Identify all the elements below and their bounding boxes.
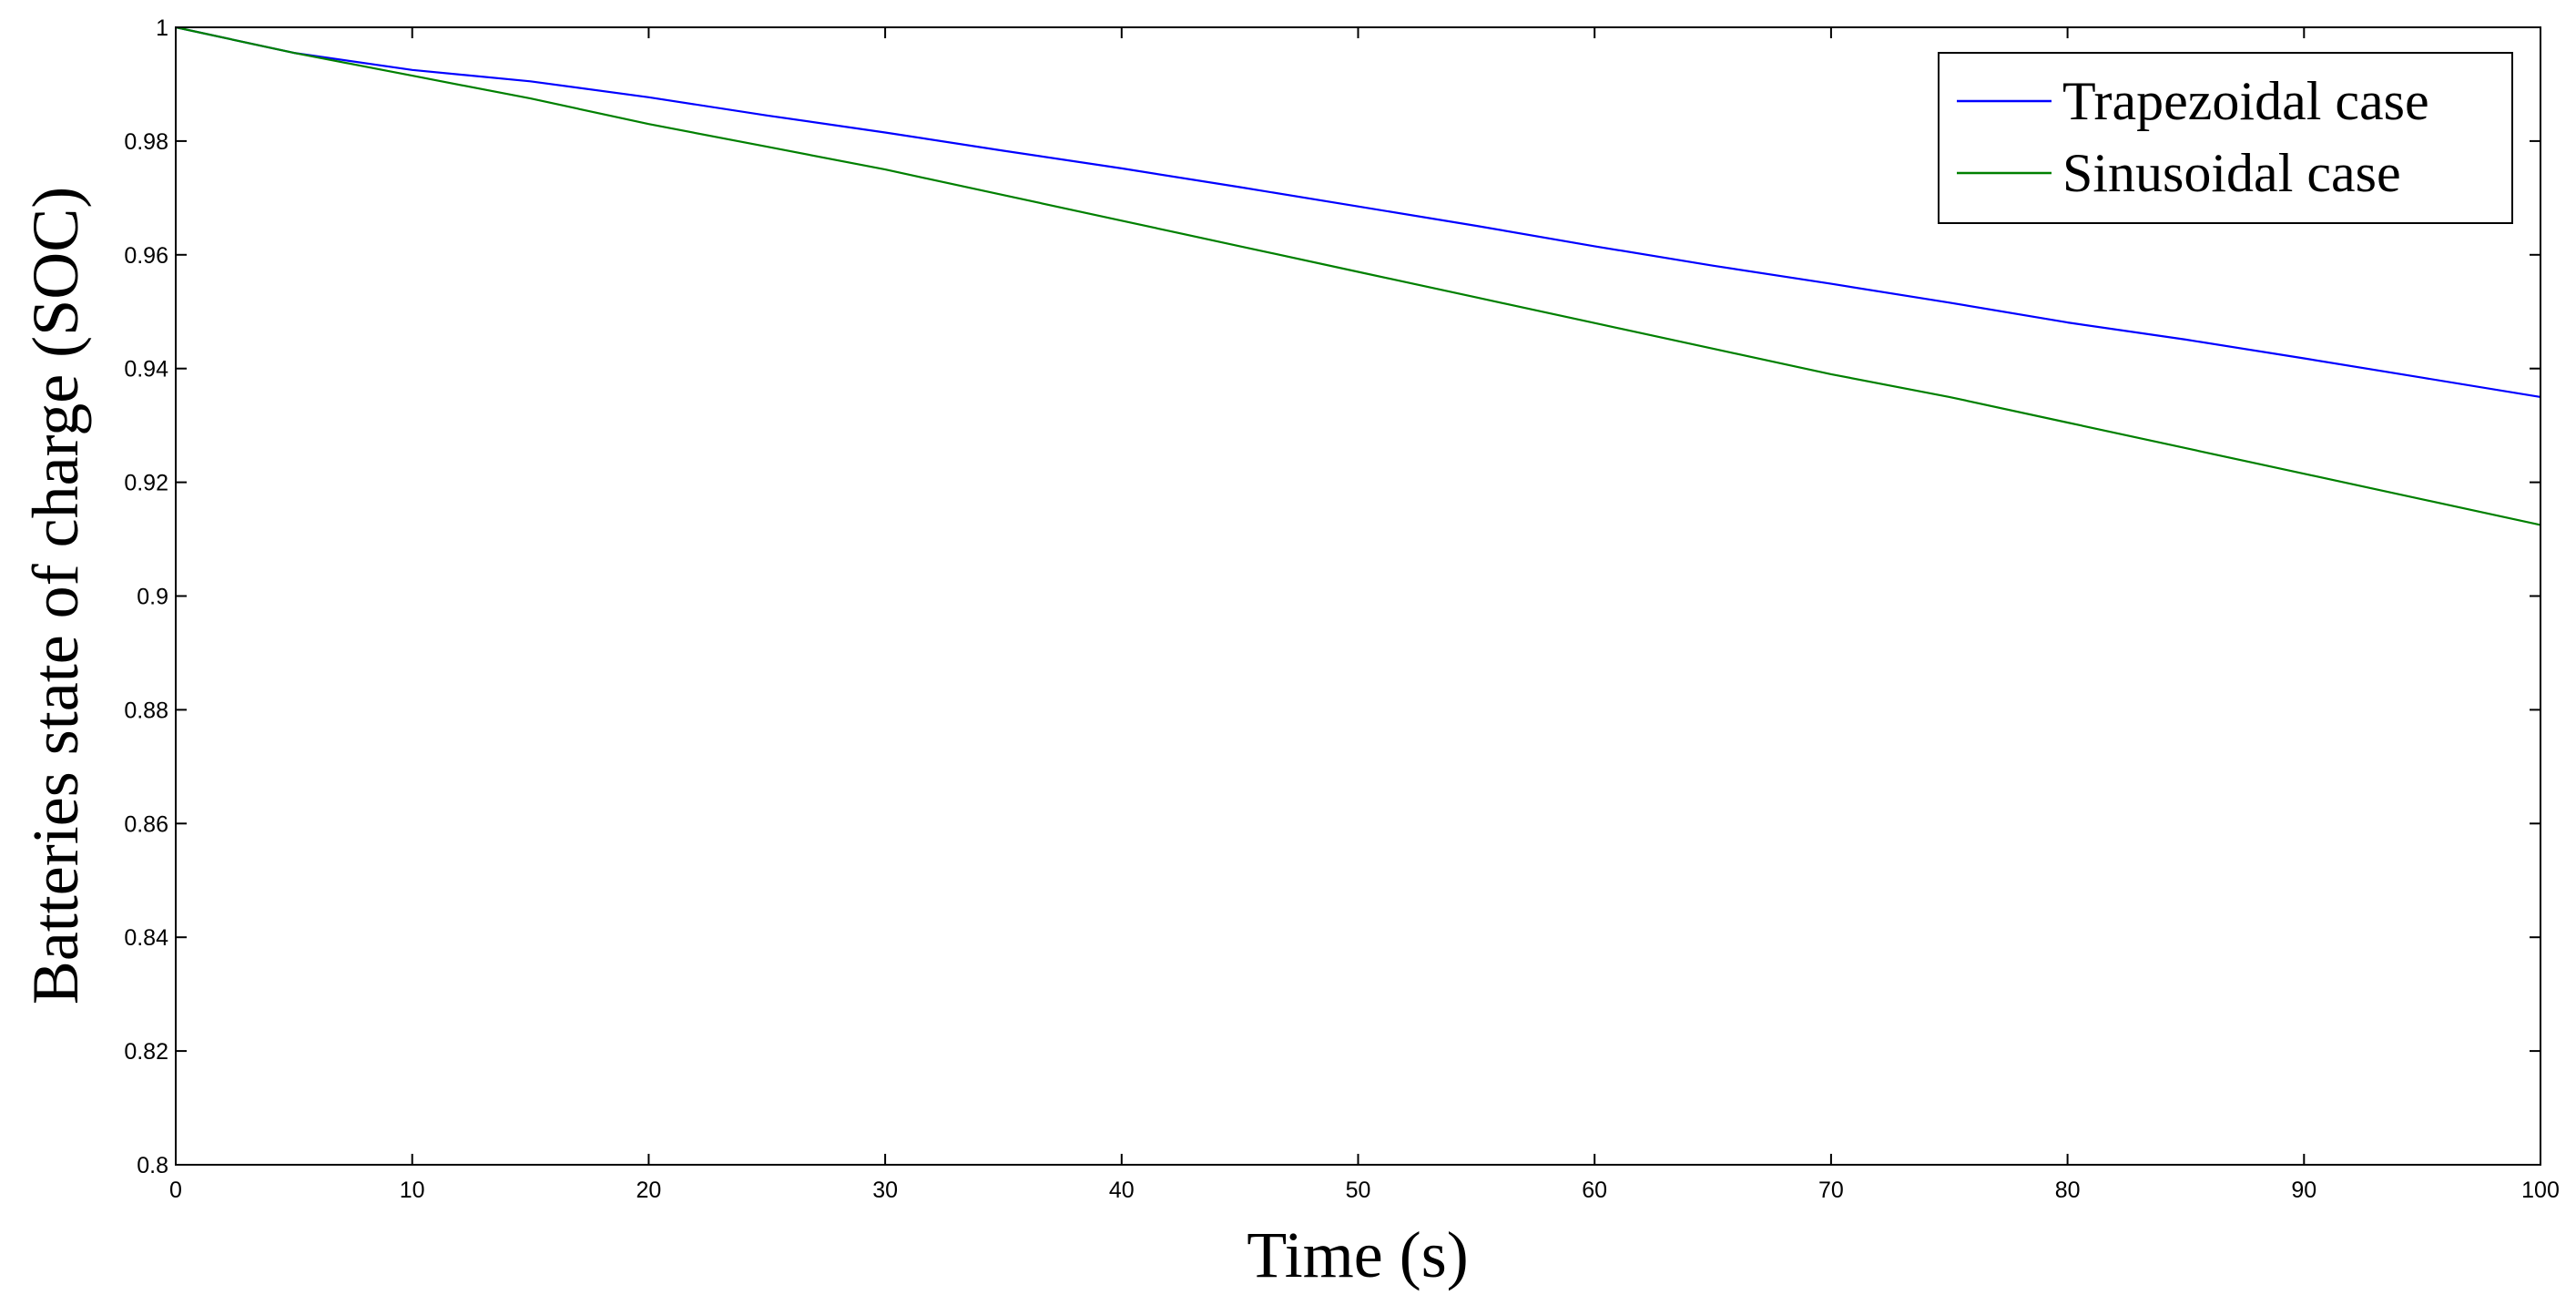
x-tick-label: 100	[2521, 1178, 2560, 1203]
y-tick-label: 0.84	[124, 925, 168, 951]
x-tick-label: 80	[2055, 1178, 2081, 1203]
legend: Trapezoidal case Sinusoidal case	[1938, 52, 2513, 224]
series-line-sinusoidal	[175, 25, 2541, 526]
x-tick-label: 70	[1818, 1178, 1844, 1203]
y-tick-label: 0.8	[137, 1153, 168, 1178]
x-tick-label: 20	[636, 1178, 661, 1203]
y-axis-title: Batteries state of charge (SOC)	[19, 187, 92, 1004]
legend-label-sinusoidal: Sinusoidal case	[2062, 143, 2401, 203]
series-line-trapezoidal	[175, 25, 2541, 398]
y-tick-label: 0.98	[124, 129, 168, 155]
legend-label-trapezoidal: Trapezoidal case	[2062, 71, 2429, 131]
x-tick-label: 0	[169, 1178, 182, 1203]
y-tick-label: 0.82	[124, 1039, 168, 1065]
y-tick-label: 0.94	[124, 357, 168, 382]
y-tick-label: 1	[156, 15, 168, 41]
x-tick-label: 10	[400, 1178, 425, 1203]
y-tick-label: 0.86	[124, 811, 168, 837]
tick-labels-layer: 0 10 20 30 40 50 60 70 80 90 100 0.8 0.82 0.84 0.86 0.8…	[124, 15, 2560, 1203]
legend-box	[1938, 52, 2513, 224]
y-tick-label: 0.9	[137, 585, 168, 610]
x-tick-label: 40	[1109, 1178, 1135, 1203]
plot-frame	[175, 26, 2541, 1166]
x-tick-label: 90	[2291, 1178, 2316, 1203]
x-tick-label: 50	[1346, 1178, 1371, 1203]
x-tick-label: 60	[1582, 1178, 1607, 1203]
y-tick-label: 0.88	[124, 698, 168, 723]
x-axis-title: Time (s)	[1247, 1218, 1468, 1291]
x-tick-label: 30	[872, 1178, 898, 1203]
y-tick-label: 0.96	[124, 243, 168, 269]
series-layer	[175, 25, 2541, 526]
y-tick-label: 0.92	[124, 471, 168, 496]
